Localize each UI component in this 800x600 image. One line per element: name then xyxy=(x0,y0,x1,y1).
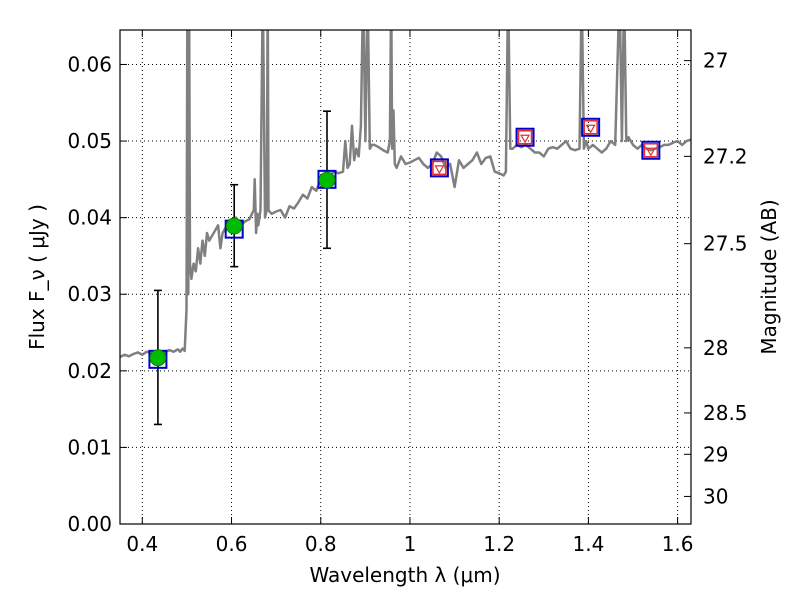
upper-limit-marker xyxy=(643,142,659,158)
upper-limit-marker xyxy=(517,129,533,145)
y-tick-label: 0.06 xyxy=(67,52,112,76)
model-flux-marker xyxy=(429,158,449,178)
upper-limit-arrow xyxy=(585,124,596,134)
x-tick-label: 1.4 xyxy=(572,532,604,556)
x-tick-label: 0.6 xyxy=(216,532,248,556)
upper-limit-marker xyxy=(583,119,598,135)
model-flux-marker xyxy=(515,127,535,147)
upper-limit-marker xyxy=(432,160,447,176)
spectrum-line xyxy=(120,30,691,359)
observed-flux-marker xyxy=(225,217,243,235)
tick-layer xyxy=(120,30,691,525)
errorbar-layer xyxy=(153,110,331,426)
y-tick-label: 0.01 xyxy=(67,435,112,459)
magnitude-tick-label: 27.2 xyxy=(703,144,748,168)
y-tick-label: 0.03 xyxy=(67,282,112,306)
magnitude-tick-label: 27 xyxy=(703,49,728,73)
y-tick-label: 0.04 xyxy=(67,206,112,230)
magnitude-tick-label: 28.5 xyxy=(703,401,748,425)
magnitude-tick-label: 27.5 xyxy=(703,232,748,256)
model-flux-marker xyxy=(641,140,661,160)
magnitude-tick-label: 30 xyxy=(703,484,728,508)
marker-layer xyxy=(148,117,661,369)
x-axis-title: Wavelength λ (μm) xyxy=(309,563,500,587)
y-tick-label: 0.00 xyxy=(67,512,112,536)
grid-layer xyxy=(120,30,691,525)
observed-flux-marker xyxy=(318,171,336,189)
magnitude-tick-label: 29 xyxy=(703,442,728,466)
x-tick-label: 0.4 xyxy=(126,532,158,556)
x-tick-label: 0.8 xyxy=(305,532,337,556)
upper-limit-arrow xyxy=(520,134,531,144)
y-tick-label: 0.02 xyxy=(67,359,112,383)
model-flux-marker xyxy=(581,117,601,137)
magnitude-tick-label: 28 xyxy=(703,336,728,360)
y-tick-label: 0.05 xyxy=(67,129,112,153)
y-right-axis-title: Magnitude (AB) xyxy=(757,199,781,354)
label-layer: 0.4 0.6 0.8 1 1.2 1.4 1.6 0.00 0.01 0.02 0.03 0.04 0… xyxy=(67,49,747,556)
spectrum-layer xyxy=(120,30,691,359)
plot-frame xyxy=(119,29,692,525)
x-tick-label: 1.6 xyxy=(662,532,694,556)
x-tick-label: 1 xyxy=(404,532,417,556)
x-tick-label: 1.2 xyxy=(483,532,515,556)
upper-limit-arrow xyxy=(645,147,656,157)
y-axis-title: Flux F_ν ( μJy ) xyxy=(25,204,49,350)
observed-flux-marker xyxy=(149,349,167,367)
upper-limit-arrow xyxy=(434,165,445,175)
